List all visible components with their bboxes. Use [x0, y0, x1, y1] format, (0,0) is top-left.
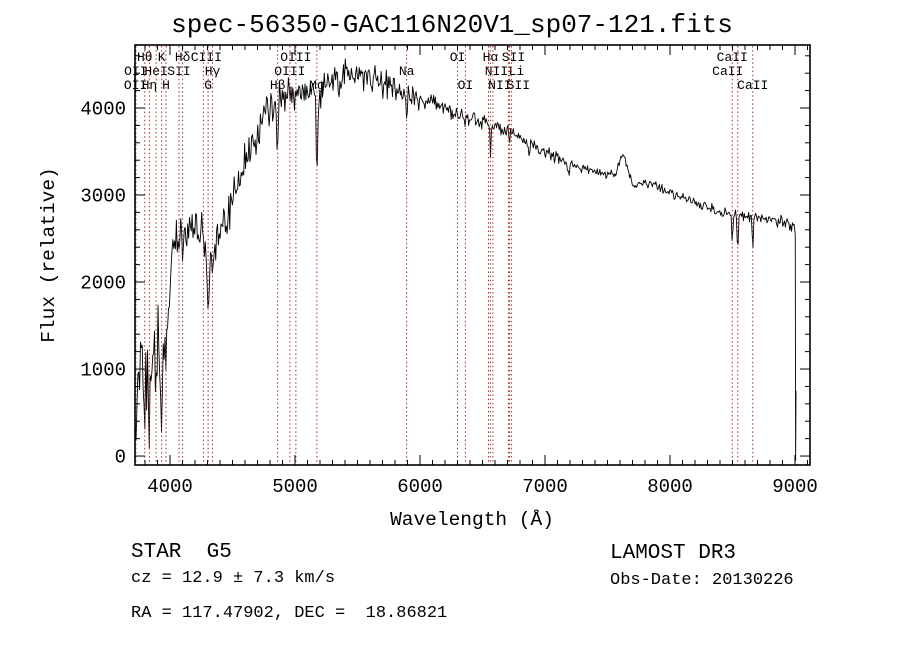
plot-frame: [134, 44, 811, 466]
spectral-line-label: Hβ: [270, 78, 286, 93]
spectral-line-label: CaII: [712, 64, 743, 79]
spectral-line-label: OIII: [280, 50, 311, 65]
spectral-line-label: NII: [488, 78, 511, 93]
spectral-line-label: CaII: [737, 78, 768, 93]
x-tick-label: 8000: [647, 476, 693, 498]
spectral-line-label: Li: [509, 64, 525, 79]
spectral-line-label: Hα: [483, 50, 499, 65]
spectrum-trace-group: [134, 58, 797, 461]
spectral-line-label: Hδ: [175, 50, 191, 65]
spectral-line-label: OI: [450, 50, 466, 65]
spectral-line-label: Mg: [309, 78, 325, 93]
y-tick-label: 2000: [80, 273, 126, 295]
x-tick-label: 9000: [772, 476, 818, 498]
spectral-line-label: Hη: [142, 78, 158, 93]
axes: 4000 5000 6000 7000 8000 9000 0 1000 2000 3000 400…: [80, 44, 818, 498]
spectral-line-label: CIII: [191, 50, 222, 65]
x-axis-title: Wavelength (Å): [390, 509, 554, 531]
spectrum-trace: [134, 58, 797, 461]
plot-title: spec-56350-GAC116N20V1_sp07-121.fits: [171, 10, 733, 40]
obs-date-label: Obs-Date: 20130226: [610, 571, 794, 590]
y-tick-label: 1000: [80, 360, 126, 382]
spectral-line-label: H: [162, 78, 170, 93]
spectral-line-label: Hθ: [137, 50, 153, 65]
radial-velocity-label: cz = 12.9 ± 7.3 km/s: [131, 569, 336, 588]
x-tick-label: 5000: [272, 476, 318, 498]
spectral-line-label: OI: [458, 78, 474, 93]
spectral-line-label: CaII: [717, 50, 748, 65]
object-class-label: STAR G5: [131, 541, 232, 564]
y-tick-label: 4000: [80, 98, 126, 120]
spectral-line-label: G: [204, 78, 212, 93]
spectral-line-label: SII: [507, 78, 530, 93]
ra-dec-label: RA = 117.47902, DEC = 18.86821: [131, 604, 448, 623]
x-tick-label: 4000: [147, 476, 193, 498]
x-tick-label: 7000: [522, 476, 568, 498]
y-tick-label: 0: [115, 447, 126, 469]
spectral-line-label: SII: [502, 50, 525, 65]
x-tick-label: 6000: [397, 476, 443, 498]
survey-label: LAMOST DR3: [610, 542, 737, 565]
y-tick-label: 3000: [80, 186, 126, 208]
spectral-line-label: K: [158, 50, 166, 65]
y-axis-title: Flux (relative): [38, 167, 60, 343]
